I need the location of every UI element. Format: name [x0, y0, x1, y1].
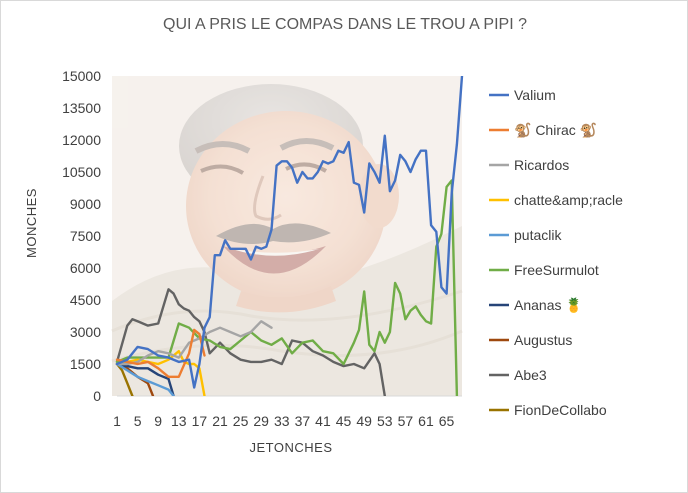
- x-tick-label: 57: [398, 413, 414, 429]
- y-tick-label: 4500: [70, 292, 101, 308]
- x-tick-label: 13: [171, 413, 187, 429]
- y-axis-title: MONCHES: [24, 188, 39, 258]
- x-tick-label: 53: [377, 413, 393, 429]
- legend: Valium 🐒 Chirac 🐒 Ricardos chatte&amp;racle…: [489, 87, 623, 418]
- y-tick-label: 0: [93, 388, 101, 404]
- x-tick-label: 17: [192, 413, 208, 429]
- x-tick-label: 45: [336, 413, 352, 429]
- x-tick-label: 37: [295, 413, 311, 429]
- y-tick-label: 7500: [70, 228, 101, 244]
- series-line-5: [115, 179, 459, 396]
- series-line-8: [115, 288, 386, 396]
- legend-label-4: putaclik: [514, 227, 562, 243]
- legend-label-7: Augustus: [514, 332, 572, 348]
- series-line-4: [115, 362, 175, 396]
- y-axis-ticks: 0 1500 3000 4500 6000 7500 9000 10500 12000 13500…: [62, 68, 101, 404]
- x-tick-label: 21: [212, 413, 228, 429]
- y-tick-label: 3000: [70, 324, 101, 340]
- y-tick-label: 6000: [70, 260, 101, 276]
- x-tick-label: 33: [274, 413, 290, 429]
- x-tick-label: 1: [113, 413, 121, 429]
- x-tick-label: 65: [439, 413, 455, 429]
- series-layer: [115, 76, 464, 396]
- x-tick-label: 49: [356, 413, 372, 429]
- x-tick-label: 29: [253, 413, 269, 429]
- series-line-0: [115, 76, 464, 389]
- y-tick-label: 10500: [62, 164, 101, 180]
- legend-label-5: FreeSurmulot: [514, 262, 599, 278]
- y-tick-label: 9000: [70, 196, 101, 212]
- x-tick-label: 9: [154, 413, 162, 429]
- legend-label-6: Ananas 🍍: [514, 297, 583, 314]
- series-line-2: [115, 320, 273, 366]
- legend-label-2: Ricardos: [514, 157, 569, 173]
- legend-label-9: FionDeCollabo: [514, 402, 607, 418]
- x-axis-title: JETONCHES: [250, 440, 333, 455]
- chart-title: QUI A PRIS LE COMPAS DANS LE TROU A PIPI…: [163, 16, 527, 33]
- legend-label-3: chatte&amp;racle: [514, 192, 623, 208]
- series-line-6: [115, 362, 175, 396]
- legend-label-0: Valium: [514, 87, 556, 103]
- series-line-9: [115, 362, 134, 396]
- x-tick-label: 5: [134, 413, 142, 429]
- y-tick-label: 15000: [62, 68, 101, 84]
- y-tick-label: 12000: [62, 132, 101, 148]
- x-tick-label: 61: [418, 413, 434, 429]
- x-tick-label: 25: [233, 413, 249, 429]
- x-axis-ticks: 1 5 9 13 17 21 25 29 33 37 41 45 49 53 57 61 65: [113, 413, 454, 429]
- y-tick-label: 13500: [62, 100, 101, 116]
- series-line-1: [115, 328, 206, 378]
- y-tick-label: 1500: [70, 356, 101, 372]
- legend-label-1: 🐒 Chirac 🐒: [514, 122, 597, 139]
- legend-label-8: Abe3: [514, 367, 547, 383]
- x-tick-label: 41: [315, 413, 331, 429]
